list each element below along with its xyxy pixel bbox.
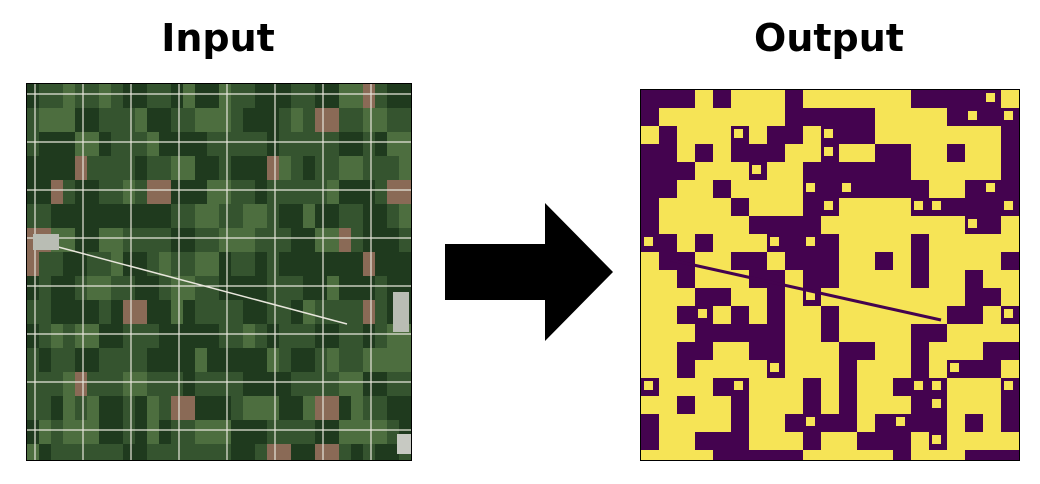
input-title: Input (161, 16, 275, 60)
output-segmentation-mask (640, 89, 1020, 461)
output-title: Output (754, 16, 904, 60)
output-mask-canvas (641, 90, 1019, 460)
input-satellite-image (26, 83, 412, 461)
right-arrow-icon (445, 203, 613, 341)
input-image-canvas (27, 84, 411, 460)
